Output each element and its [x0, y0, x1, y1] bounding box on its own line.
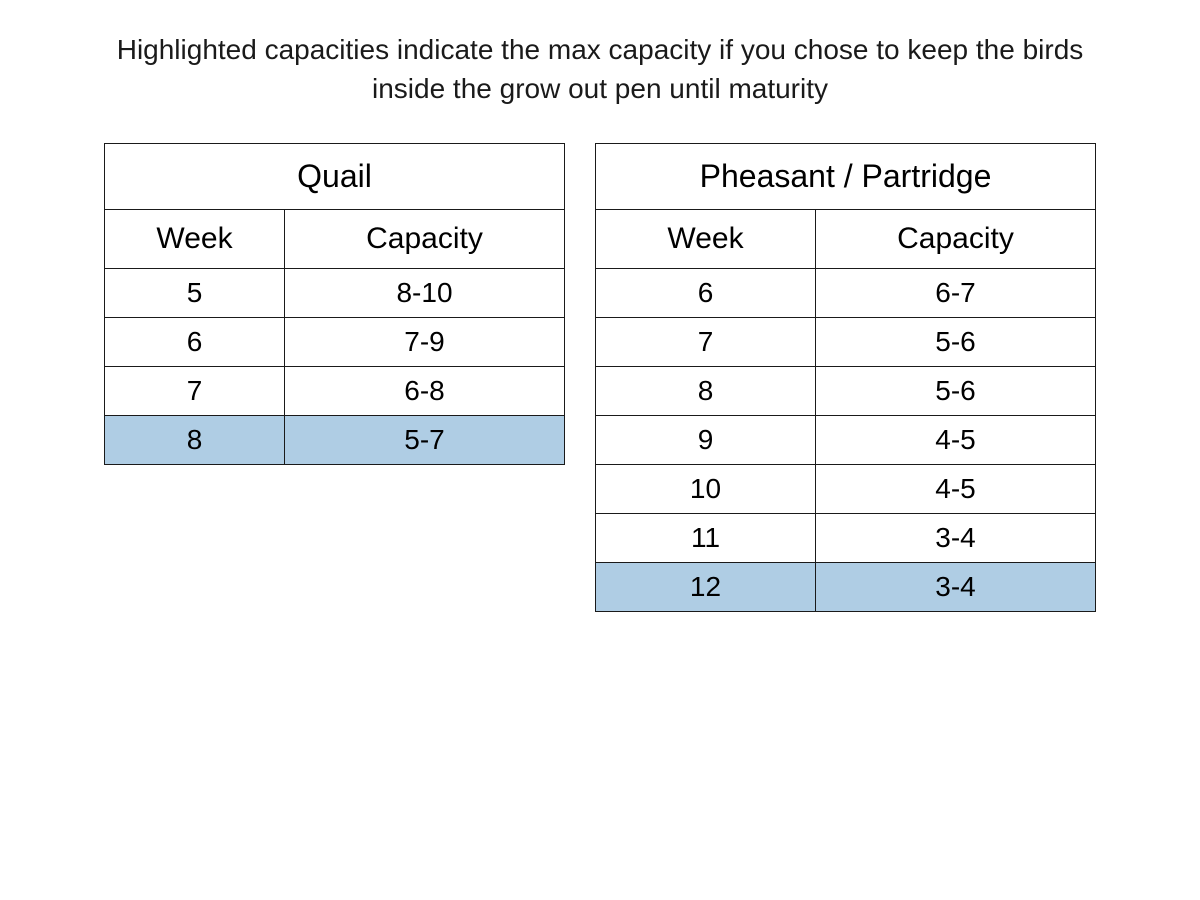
table-row: 66-7 — [596, 269, 1096, 318]
pheasant-week-cell: 10 — [596, 465, 816, 514]
quail-capacity-cell: 8-10 — [285, 269, 565, 318]
pheasant-table-title: Pheasant / Partridge — [596, 144, 1096, 210]
table-row: 94-5 — [596, 416, 1096, 465]
pheasant-week-cell: 8 — [596, 367, 816, 416]
quail-week-header: Week — [105, 210, 285, 269]
pheasant-capacity-cell: 3-4 — [816, 514, 1096, 563]
quail-capacity-cell: 6-8 — [285, 367, 565, 416]
pheasant-table: Pheasant / Partridge Week Capacity 66-77… — [595, 143, 1096, 612]
pheasant-week-cell: 7 — [596, 318, 816, 367]
quail-table-title: Quail — [105, 144, 565, 210]
quail-week-cell: 7 — [105, 367, 285, 416]
tables-container: Quail Week Capacity 58-1067-976-885-7 Ph… — [70, 143, 1130, 612]
quail-week-cell: 6 — [105, 318, 285, 367]
table-row: 58-10 — [105, 269, 565, 318]
pheasant-table-body: 66-775-685-694-5104-5113-4123-4 — [596, 269, 1096, 612]
pheasant-capacity-cell: 5-6 — [816, 367, 1096, 416]
table-row: 85-7 — [105, 416, 565, 465]
table-row: 113-4 — [596, 514, 1096, 563]
quail-capacity-header: Capacity — [285, 210, 565, 269]
quail-week-cell: 8 — [105, 416, 285, 465]
pheasant-capacity-cell: 4-5 — [816, 416, 1096, 465]
table-row: 123-4 — [596, 563, 1096, 612]
pheasant-week-cell: 12 — [596, 563, 816, 612]
pheasant-capacity-cell: 5-6 — [816, 318, 1096, 367]
pheasant-capacity-cell: 4-5 — [816, 465, 1096, 514]
table-row: 76-8 — [105, 367, 565, 416]
pheasant-capacity-cell: 6-7 — [816, 269, 1096, 318]
quail-table-body: 58-1067-976-885-7 — [105, 269, 565, 465]
table-row: 75-6 — [596, 318, 1096, 367]
quail-week-cell: 5 — [105, 269, 285, 318]
pheasant-week-cell: 9 — [596, 416, 816, 465]
pheasant-week-header: Week — [596, 210, 816, 269]
pheasant-week-cell: 6 — [596, 269, 816, 318]
quail-capacity-cell: 7-9 — [285, 318, 565, 367]
pheasant-capacity-cell: 3-4 — [816, 563, 1096, 612]
quail-table: Quail Week Capacity 58-1067-976-885-7 — [104, 143, 565, 465]
pheasant-capacity-header: Capacity — [816, 210, 1096, 269]
table-row: 67-9 — [105, 318, 565, 367]
pheasant-week-cell: 11 — [596, 514, 816, 563]
table-row: 85-6 — [596, 367, 1096, 416]
description-text: Highlighted capacities indicate the max … — [70, 30, 1130, 108]
table-row: 104-5 — [596, 465, 1096, 514]
quail-capacity-cell: 5-7 — [285, 416, 565, 465]
